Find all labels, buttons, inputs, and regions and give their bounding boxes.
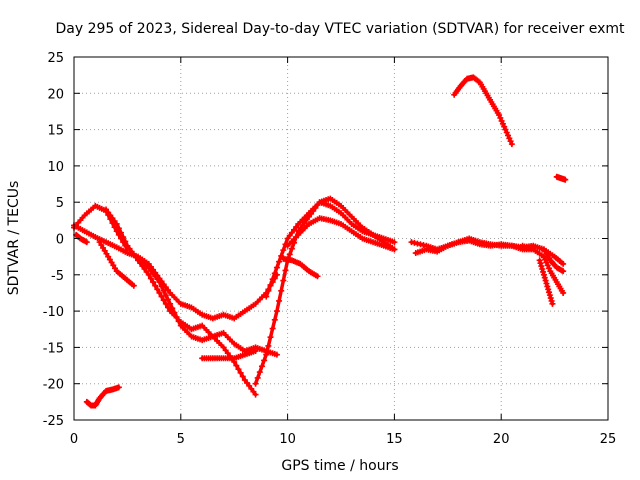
series-markers — [553, 173, 569, 183]
series-markers — [280, 255, 321, 280]
series-track-3 — [73, 231, 90, 246]
series-track-7 — [199, 348, 259, 362]
series-markers — [199, 348, 259, 362]
y-tick-label: -25 — [43, 414, 64, 429]
y-axis-label: SDTVAR / TECUs — [6, 181, 22, 296]
series-track-16 — [536, 257, 556, 307]
series-track-12 — [83, 384, 122, 409]
x-tick-label: 10 — [279, 432, 296, 447]
series-track-15 — [519, 242, 567, 296]
y-tick-label: 25 — [47, 51, 64, 66]
y-tick-label: -5 — [51, 269, 64, 284]
series-track-10 — [284, 215, 398, 253]
y-tick-label: -10 — [43, 305, 64, 320]
tick-labels: 0 5 10 15 20 25 -25 -20 -15 -10 -5 0 5 10 15 20 25 — [43, 51, 617, 447]
series-markers — [519, 242, 567, 296]
series-track-4 — [103, 206, 280, 358]
series-markers — [451, 74, 515, 148]
x-tick-label: 25 — [600, 432, 617, 447]
y-tick-label: 0 — [56, 233, 64, 248]
series-track-5 — [96, 239, 137, 289]
series-markers — [103, 206, 280, 358]
x-tick-label: 20 — [493, 432, 510, 447]
series-track-14 — [412, 237, 537, 257]
series-markers — [412, 237, 537, 257]
series-markers — [536, 257, 556, 307]
series-markers — [73, 231, 90, 246]
series-track-18 — [451, 74, 515, 148]
series-markers — [284, 215, 398, 253]
y-tick-label: -20 — [43, 378, 64, 393]
series-track-19 — [553, 173, 569, 183]
data-series — [71, 74, 569, 409]
series-markers — [83, 384, 122, 409]
x-tick-label: 15 — [386, 432, 403, 447]
series-track-6 — [135, 257, 259, 398]
chart-title: Day 295 of 2023, Sidereal Day-to-day VTE… — [56, 21, 626, 37]
series-markers — [263, 199, 398, 300]
series-track-17 — [540, 246, 567, 275]
series-markers — [540, 246, 567, 275]
y-tick-label: 5 — [56, 196, 64, 211]
series-track-9 — [263, 199, 398, 300]
y-tick-label: 20 — [47, 87, 64, 102]
x-tick-label: 0 — [70, 432, 78, 447]
series-markers — [96, 239, 137, 289]
series-track-11 — [280, 255, 321, 280]
x-tick-label: 5 — [177, 432, 185, 447]
x-axis-label: GPS time / hours — [281, 458, 398, 474]
y-tick-label: -15 — [43, 341, 64, 356]
axis-ticks — [73, 56, 609, 421]
y-tick-label: 15 — [47, 124, 64, 139]
y-tick-label: 10 — [47, 160, 64, 175]
